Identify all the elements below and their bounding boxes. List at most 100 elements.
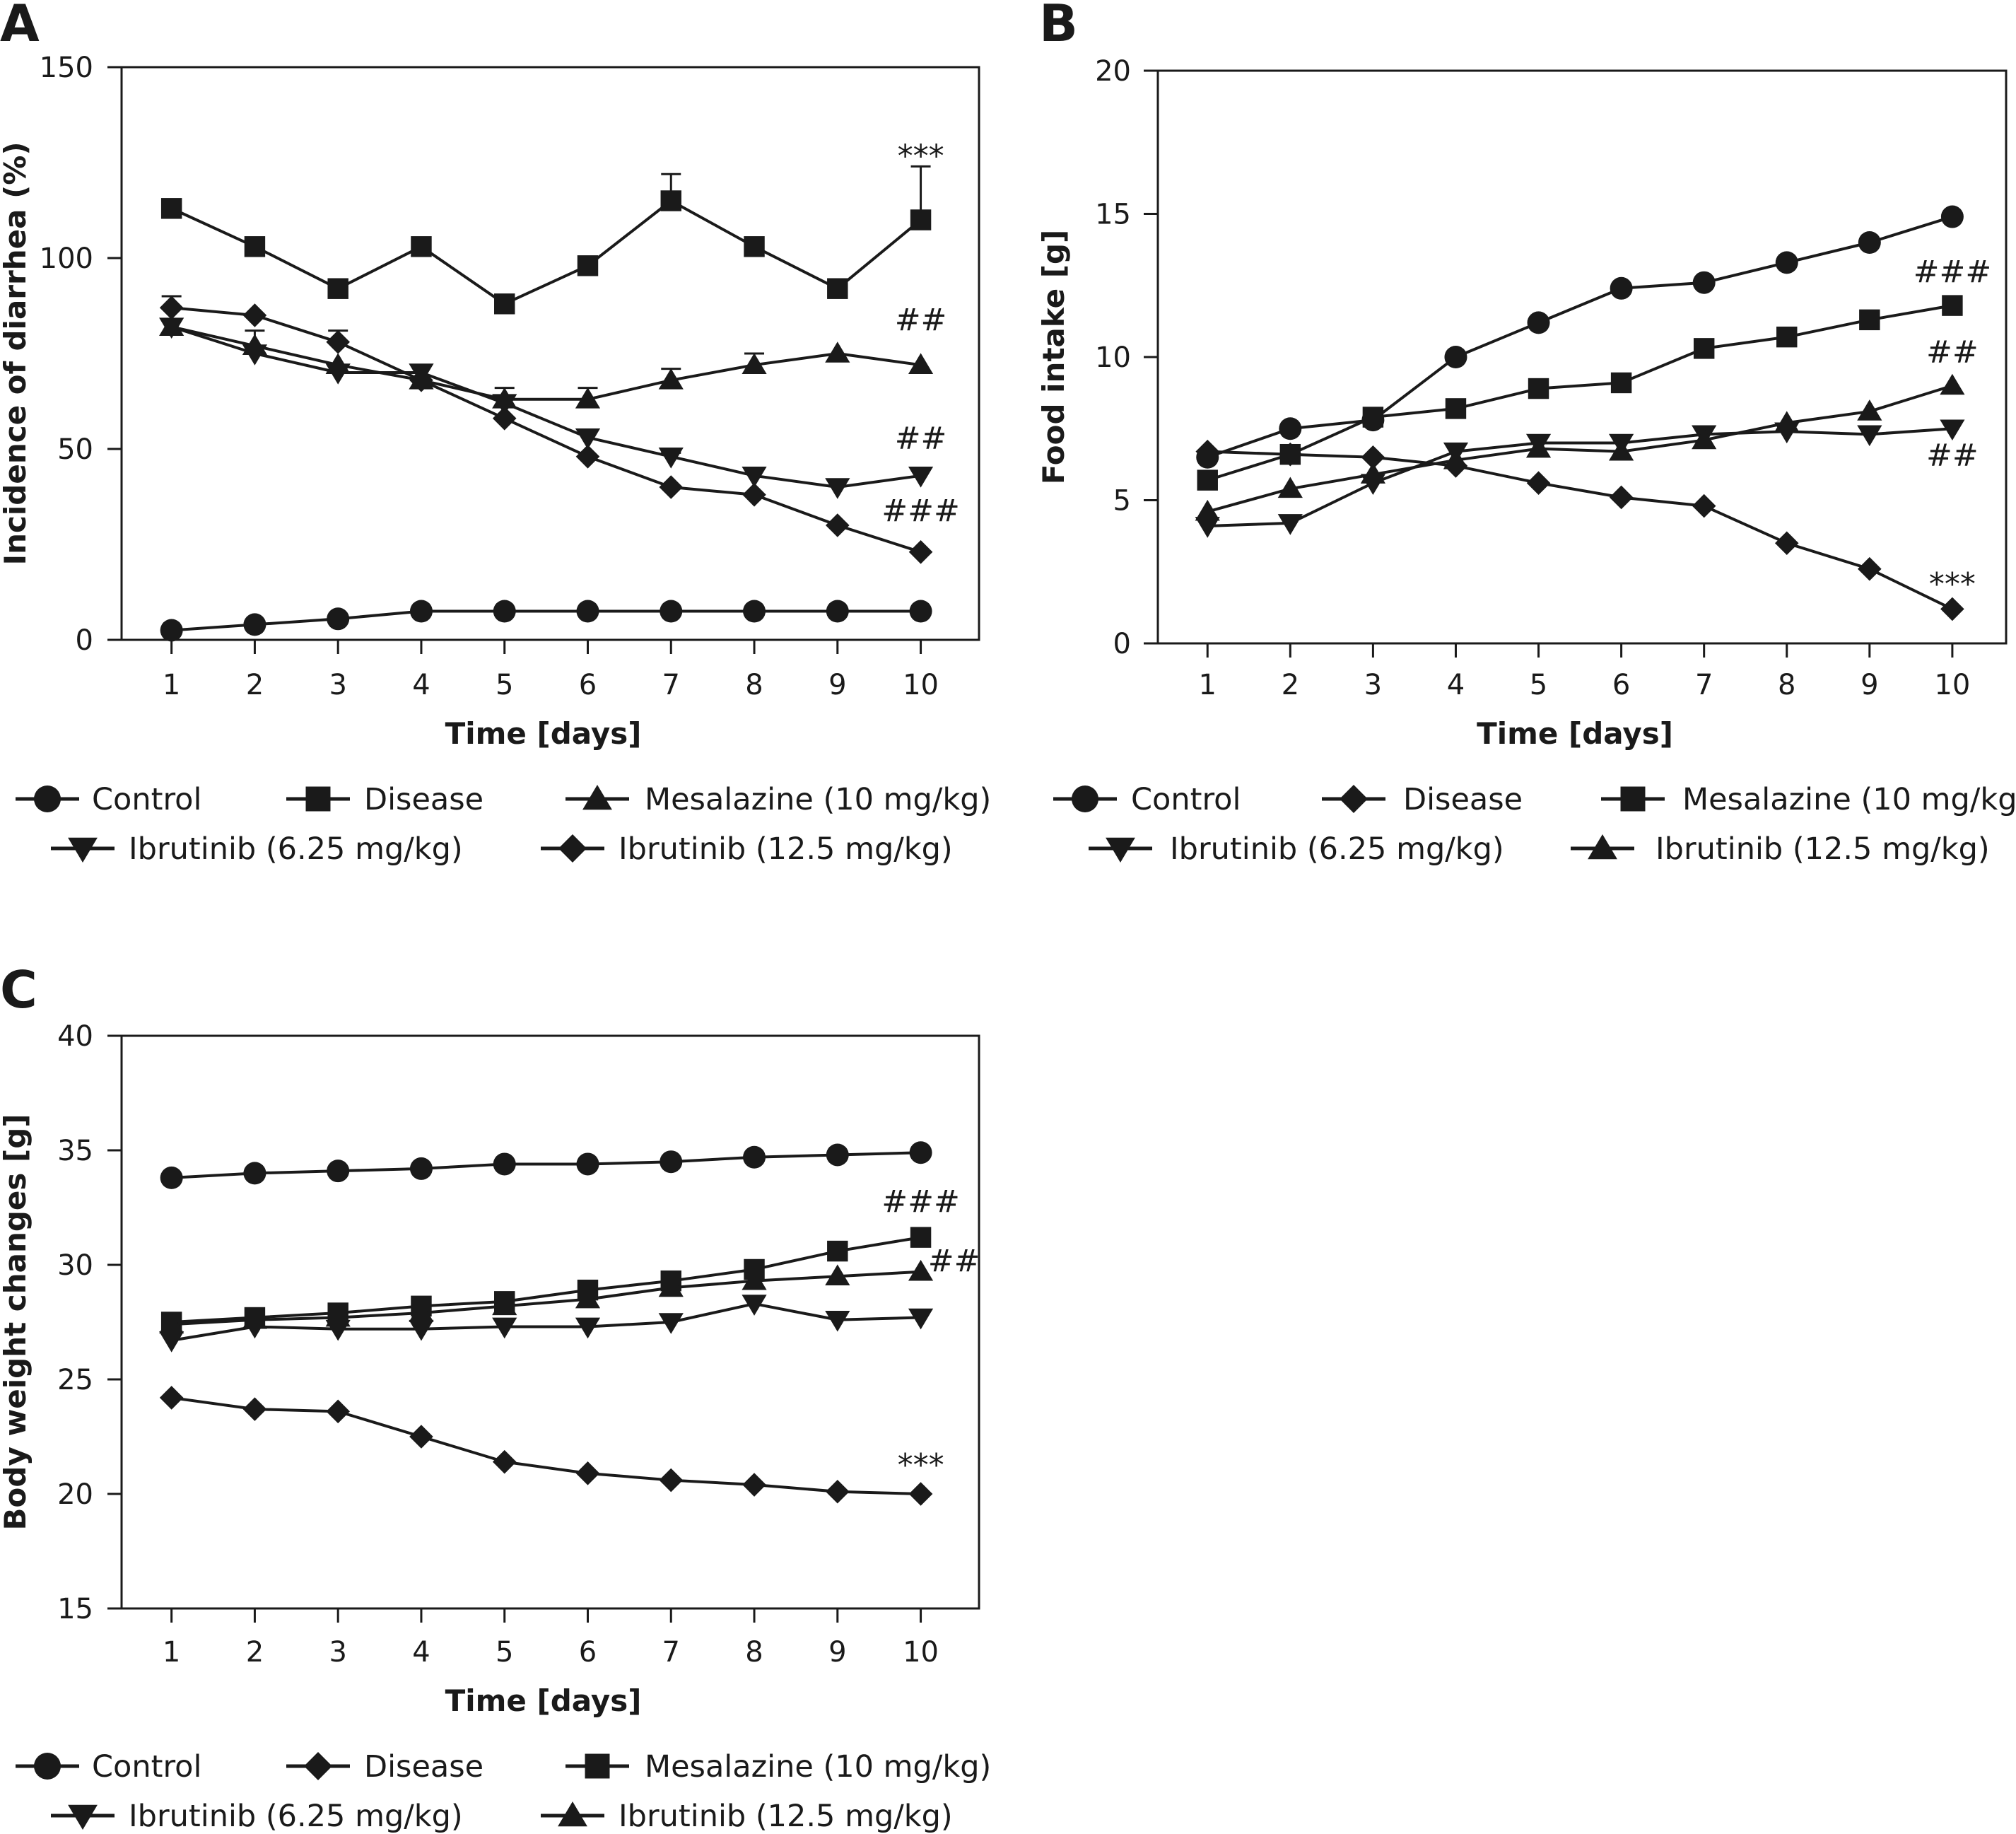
x-tick-label: 3 <box>329 1636 346 1669</box>
data-point <box>409 1319 434 1341</box>
data-point <box>243 613 266 636</box>
legend-entry: Mesalazine (10 mg/kg) <box>565 782 991 817</box>
series-line <box>1207 215 1953 459</box>
series-circle <box>1196 205 1964 469</box>
x-tick-label: 7 <box>662 1636 680 1669</box>
data-point <box>493 1152 516 1176</box>
data-point <box>825 1310 850 1332</box>
chart-panel-A: A 0 50 100 150 1 2 3 4 5 6 7 8 9 10 Time [days] Incidenc… <box>0 0 991 867</box>
data-point <box>743 600 766 623</box>
x-tick-label: 10 <box>903 669 939 701</box>
significance-annotation: *** <box>898 138 944 174</box>
x-tick-label: 10 <box>903 1636 939 1669</box>
data-point <box>1195 517 1220 538</box>
data-point <box>658 448 684 469</box>
series-line <box>1207 304 1953 482</box>
legend-marker <box>558 1801 587 1827</box>
legend-marker <box>1340 785 1368 813</box>
chart-panel-C: C 15 20 25 30 35 40 1 2 3 4 5 6 7 8 9 10 Time [days] Body … <box>0 960 991 1834</box>
y-axis-title: Incidence of diarrhea (%) <box>0 141 33 565</box>
legend-label: Control <box>1131 782 1241 817</box>
legend-marker <box>1588 834 1617 860</box>
data-point <box>1692 428 1717 450</box>
x-tick-label: 7 <box>662 669 680 701</box>
data-point <box>1360 462 1385 484</box>
significance-annotation: ## <box>1926 438 1979 474</box>
series-diamond <box>159 1386 933 1506</box>
data-point <box>411 236 432 257</box>
data-point <box>1609 485 1634 510</box>
data-point <box>1858 231 1881 254</box>
data-point <box>742 1473 766 1497</box>
x-tick-label: 5 <box>496 1636 513 1669</box>
data-point <box>1444 346 1467 368</box>
legend-label: Ibrutinib (12.5 mg/kg) <box>619 1799 953 1834</box>
legend-entry: Control <box>16 782 201 817</box>
series-circle <box>160 600 932 642</box>
data-point <box>1279 417 1302 440</box>
data-point <box>742 483 766 507</box>
legend-label: Disease <box>364 782 484 817</box>
significance-annotation: *** <box>898 1447 944 1483</box>
series-line <box>171 1151 921 1179</box>
data-point <box>327 278 348 299</box>
legend-marker <box>68 1804 98 1830</box>
data-point <box>825 1264 850 1285</box>
data-point <box>575 445 600 469</box>
legend-entry: Ibrutinib (12.5 mg/kg) <box>1571 831 1990 867</box>
significance-annotation: ### <box>1914 255 1992 291</box>
x-tick-label: 6 <box>579 1636 597 1669</box>
data-point <box>825 1479 850 1504</box>
y-tick-label: 150 <box>40 52 93 84</box>
data-point <box>826 1143 849 1167</box>
legend-entry: Disease <box>1322 782 1523 817</box>
data-point <box>1693 338 1715 359</box>
y-tick-label: 30 <box>57 1249 93 1282</box>
data-point <box>1942 295 1963 316</box>
data-point <box>244 236 266 257</box>
data-point <box>242 1397 267 1421</box>
data-point <box>325 1305 351 1327</box>
y-tick-label: 35 <box>57 1135 93 1167</box>
data-point <box>1527 311 1550 334</box>
legend-entry: Ibrutinib (12.5 mg/kg) <box>541 831 953 867</box>
significance-annotation: ## <box>895 303 947 339</box>
data-point <box>910 209 932 230</box>
legend-entry: Disease <box>286 1749 484 1785</box>
series-triangle-up <box>1195 373 1965 521</box>
data-point <box>326 330 350 354</box>
data-point <box>242 1307 268 1329</box>
data-point <box>1525 436 1552 458</box>
data-point <box>825 478 850 499</box>
data-point <box>409 368 433 392</box>
legend-label: Mesalazine (10 mg/kg) <box>1682 782 2016 817</box>
legend-marker <box>68 837 98 863</box>
data-point <box>1610 276 1633 300</box>
x-tick-label: 6 <box>579 669 597 701</box>
legend-marker <box>304 1752 332 1780</box>
y-tick-label: 10 <box>1095 341 1131 374</box>
series-line <box>171 306 922 554</box>
x-axis-title: Time [days] <box>445 1683 642 1718</box>
data-point <box>576 1152 599 1176</box>
significance-annotation: ### <box>881 493 960 530</box>
series-triangle-up <box>159 1259 934 1334</box>
plot-frame <box>120 1034 980 1610</box>
data-point <box>1776 326 1798 348</box>
x-tick-label: 2 <box>1282 669 1299 701</box>
data-point <box>659 1468 684 1493</box>
legend-marker <box>305 786 331 812</box>
chart-panel-B: B 0 5 10 15 20 1 2 3 4 5 6 7 8 9 10 Time [days] Food inta… <box>1036 0 2016 867</box>
y-tick-label: 25 <box>57 1364 93 1396</box>
x-tick-label: 1 <box>163 669 180 701</box>
legend-label: Mesalazine (10 mg/kg) <box>645 782 991 817</box>
legend-entry: Control <box>16 1749 201 1785</box>
legend-marker <box>1072 785 1098 812</box>
data-point <box>577 255 599 276</box>
x-tick-label: 8 <box>1778 669 1795 701</box>
x-tick-label: 2 <box>246 669 264 701</box>
data-point <box>575 387 601 409</box>
x-tick-label: 10 <box>1934 669 1970 701</box>
legend-entry: Ibrutinib (12.5 mg/kg) <box>541 1799 953 1834</box>
data-point <box>160 198 182 219</box>
